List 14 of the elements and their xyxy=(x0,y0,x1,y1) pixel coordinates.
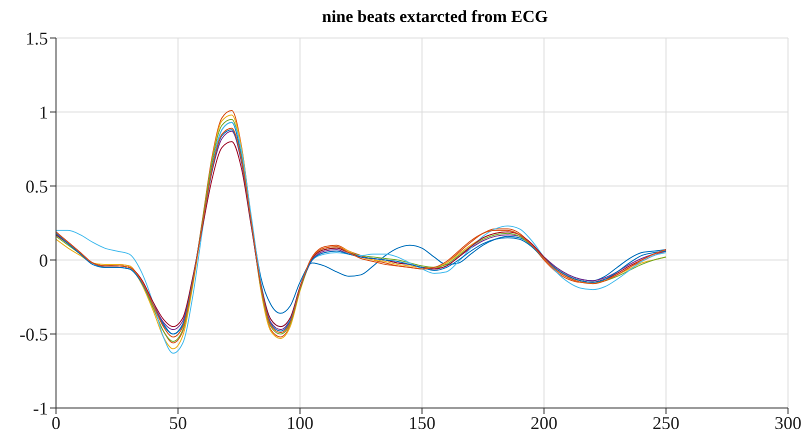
y-tick-label: 0 xyxy=(39,250,48,270)
x-tick-label: 0 xyxy=(52,412,60,433)
x-tick-label: 200 xyxy=(530,412,558,433)
y-tick-label: -0.5 xyxy=(20,324,48,344)
x-tick-label: 50 xyxy=(169,412,187,433)
y-tick-label: 0.5 xyxy=(26,176,48,196)
y-tick-label: 1.5 xyxy=(26,28,48,48)
y-tick-label: -1 xyxy=(33,398,48,418)
x-tick-label: 300 xyxy=(774,412,802,433)
x-tick-label: 250 xyxy=(652,412,680,433)
y-tick-label: 1 xyxy=(39,102,48,122)
chart-title: nine beats extarcted from ECG xyxy=(320,7,549,26)
x-tick-label: 150 xyxy=(408,412,436,433)
x-tick-label: 100 xyxy=(286,412,314,433)
